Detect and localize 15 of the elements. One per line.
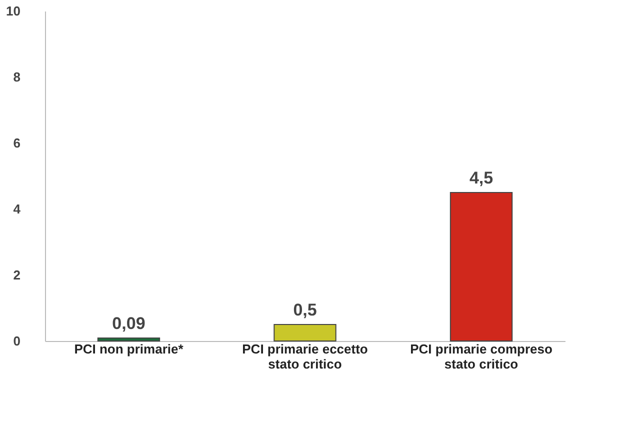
y-tick-label: 0 xyxy=(13,334,20,348)
data-label: 4,5 xyxy=(469,168,494,188)
data-label: 0,09 xyxy=(112,314,146,334)
y-tick-label: 4 xyxy=(13,202,22,216)
bar xyxy=(450,192,513,342)
y-tick-label: 10 xyxy=(6,4,20,18)
y-tick-label: 2 xyxy=(13,268,20,282)
bar xyxy=(274,324,336,342)
y-tick-label: 8 xyxy=(13,70,20,84)
bar xyxy=(97,338,160,342)
x-tick-label: PCI primarie eccetto stato critico xyxy=(242,342,368,372)
x-tick-label: PCI non primarie* xyxy=(74,342,184,356)
x-tick-label: PCI primarie compreso stato critico xyxy=(410,342,552,372)
y-tick-label: 6 xyxy=(13,136,20,150)
data-label: 0,5 xyxy=(293,300,317,320)
